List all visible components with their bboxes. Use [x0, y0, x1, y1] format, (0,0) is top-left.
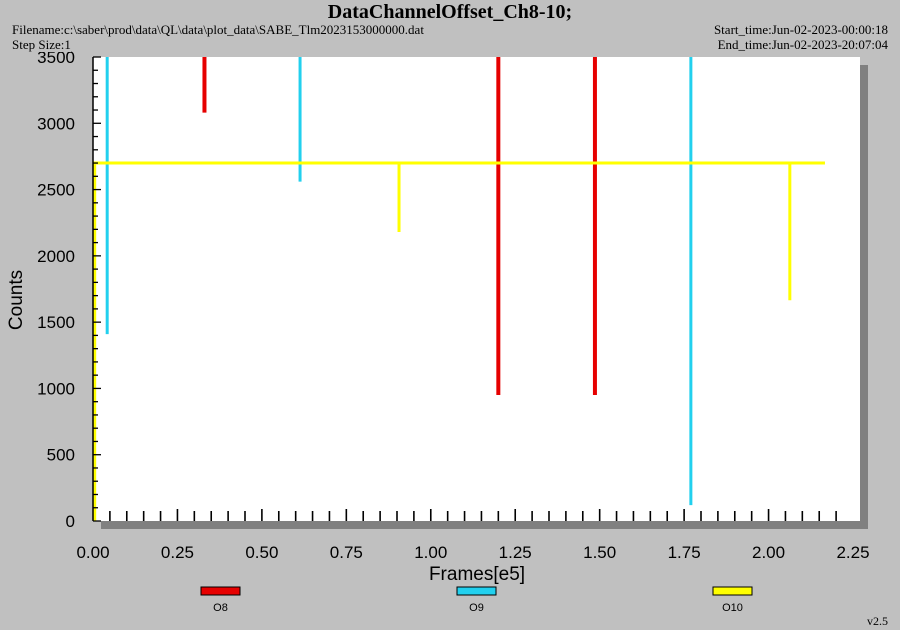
plot-shadow-bottom — [101, 521, 868, 529]
plot-shadow-right — [860, 65, 868, 529]
y-tick-label: 3500 — [37, 48, 75, 67]
x-axis-tick-labels: 0.00 0.25 0.50 0.75 1.00 1.25 1.50 1.75 2.00 2.25 — [76, 543, 869, 562]
chart-title: DataChannelOffset_Ch8-10; — [327, 1, 573, 23]
y-tick-label: 500 — [47, 446, 75, 465]
y-tick-label: 1000 — [37, 379, 75, 398]
x-tick-label: 1.75 — [668, 543, 701, 562]
legend-label-o8: O8 — [213, 602, 228, 614]
y-tick-label: 1500 — [37, 313, 75, 332]
legend-label-o10: O10 — [722, 602, 743, 614]
series-o10 — [93, 161, 825, 521]
x-tick-label: 1.00 — [414, 543, 447, 562]
x-tick-label: 1.50 — [583, 543, 616, 562]
legend-swatch-o9 — [456, 586, 497, 596]
x-tick-label: 0.50 — [245, 543, 278, 562]
y-axis-ticks — [93, 56, 101, 522]
version-label: v2.5 — [867, 614, 888, 628]
plot-area — [93, 57, 860, 521]
x-tick-label: 1.25 — [499, 543, 532, 562]
x-tick-label: 0.25 — [161, 543, 194, 562]
legend-swatch-o10 — [712, 586, 753, 596]
x-tick-label: 2.25 — [836, 543, 869, 562]
x-axis-ticks — [109, 509, 837, 521]
end-time-label: End_time:Jun-02-2023-20:07:04 — [717, 37, 888, 52]
step-size-label: Step Size:1 — [12, 37, 71, 52]
y-axis-title: Counts — [6, 270, 27, 330]
series-o8 — [202, 57, 597, 396]
legend-swatch-o8 — [200, 586, 241, 596]
series-layer — [93, 57, 825, 521]
start-time-label: Start_time:Jun-02-2023-00:00:18 — [713, 22, 888, 37]
y-tick-label: 0 — [66, 512, 75, 531]
x-axis-title: Frames[e5] — [429, 564, 525, 585]
y-tick-label: 2500 — [37, 181, 75, 200]
legend-item-o10: O10 — [712, 586, 753, 614]
legend: O8 O9 O10 — [200, 586, 753, 614]
y-tick-label: 2000 — [37, 247, 75, 266]
legend-item-o8: O8 — [200, 586, 241, 614]
legend-label-o9: O9 — [469, 602, 484, 614]
series-o9 — [105, 57, 693, 506]
legend-item-o9: O9 — [456, 586, 497, 614]
x-tick-label: 2.00 — [752, 543, 785, 562]
x-tick-label: 0.75 — [330, 543, 363, 562]
filename-label: Filename:c:\saber\prod\data\QL\data\plot… — [12, 22, 424, 37]
x-tick-label: 0.00 — [76, 543, 109, 562]
y-tick-label: 3000 — [37, 114, 75, 133]
y-axis-tick-labels: 0 500 1000 1500 2000 2500 3000 3500 — [37, 48, 75, 531]
